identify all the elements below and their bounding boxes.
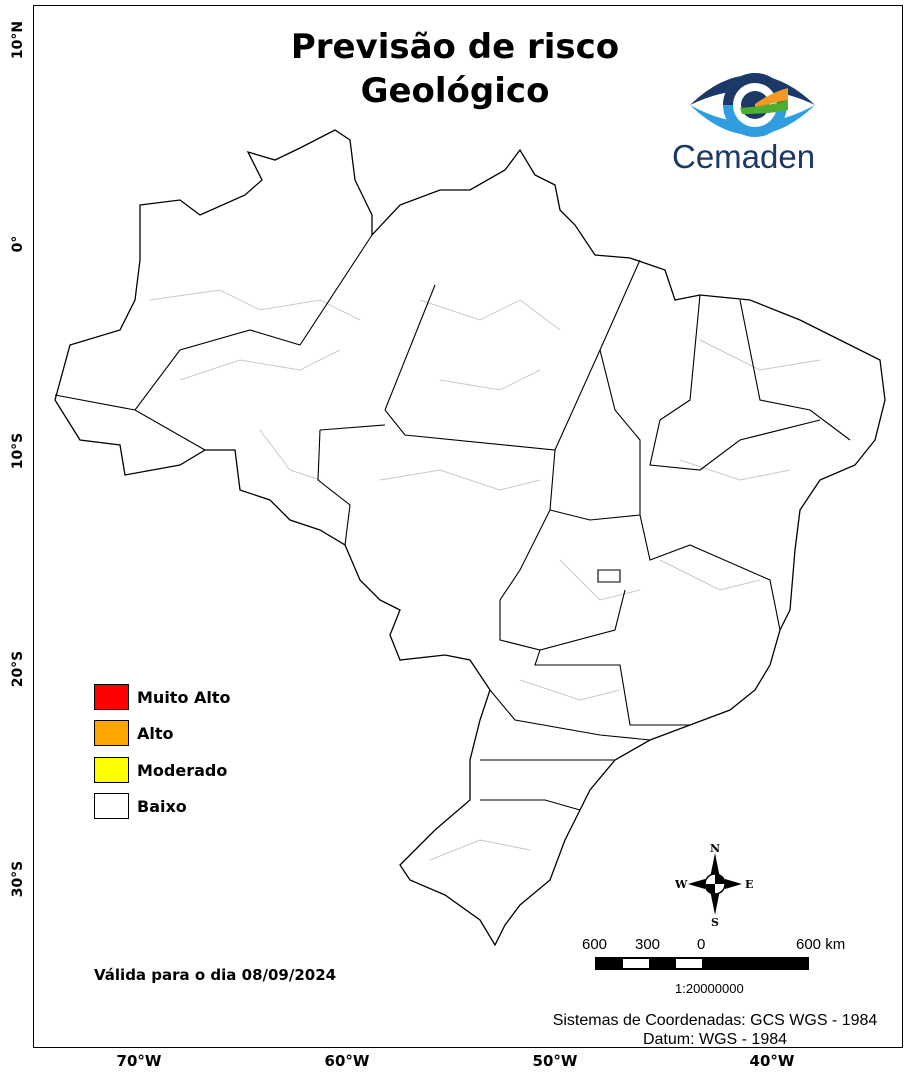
legend-item-baixo: Baixo xyxy=(94,793,187,819)
scale-label: 300 xyxy=(635,936,661,953)
lat-label: 0° xyxy=(10,235,26,253)
coordinate-system: Sistemas de Coordenadas: GCS WGS - 1984 xyxy=(552,1012,878,1029)
lat-label: 30°S xyxy=(10,860,26,898)
compass-w: W xyxy=(675,878,688,891)
legend-swatch xyxy=(94,684,129,710)
validity-date: Válida para o dia 08/09/2024 xyxy=(94,966,337,984)
legend-label: Baixo xyxy=(137,796,187,816)
legend-label: Moderado xyxy=(137,760,228,780)
legend-item-moderado: Moderado xyxy=(94,757,227,783)
compass-e: E xyxy=(745,878,754,891)
scale-label: 600 km xyxy=(796,936,846,953)
compass-s: S xyxy=(711,916,719,929)
legend-label: Muito Alto xyxy=(137,687,231,707)
title-line-2: Geológico xyxy=(360,71,550,111)
map-frame xyxy=(33,5,903,1048)
legend-swatch xyxy=(94,793,129,819)
lon-label: 40°W xyxy=(749,1052,795,1070)
municipal-borders xyxy=(149,289,821,861)
lon-label: 60°W xyxy=(324,1052,370,1070)
lat-label: 10°S xyxy=(10,432,26,470)
lat-label: 10°N xyxy=(10,20,26,60)
scale-label: 0 xyxy=(697,936,706,953)
datum: Datum: WGS - 1984 xyxy=(642,1031,788,1048)
legend-swatch xyxy=(94,720,129,746)
map-title: Previsão de risco Geológico xyxy=(230,25,680,113)
scale-label: 600 xyxy=(582,936,608,953)
scale-ratio: 1:20000000 xyxy=(675,981,744,996)
legend-item-muito-alto: Muito Alto xyxy=(94,684,231,710)
title-line-1: Previsão de risco xyxy=(290,27,620,67)
logo-text: Cemaden xyxy=(672,138,816,175)
coordinate-info: Sistemas de Coordenadas: GCS WGS - 1984 … xyxy=(520,1011,910,1049)
lat-label: 20°S xyxy=(10,650,26,688)
brazil-outline xyxy=(54,129,886,947)
state-borders xyxy=(54,234,851,811)
lon-label: 50°W xyxy=(532,1052,578,1070)
legend-label: Alto xyxy=(137,723,174,743)
lon-label: 70°W xyxy=(116,1052,162,1070)
compass-n: N xyxy=(710,842,721,855)
legend-swatch xyxy=(94,757,129,783)
legend-item-alto: Alto xyxy=(94,720,174,746)
